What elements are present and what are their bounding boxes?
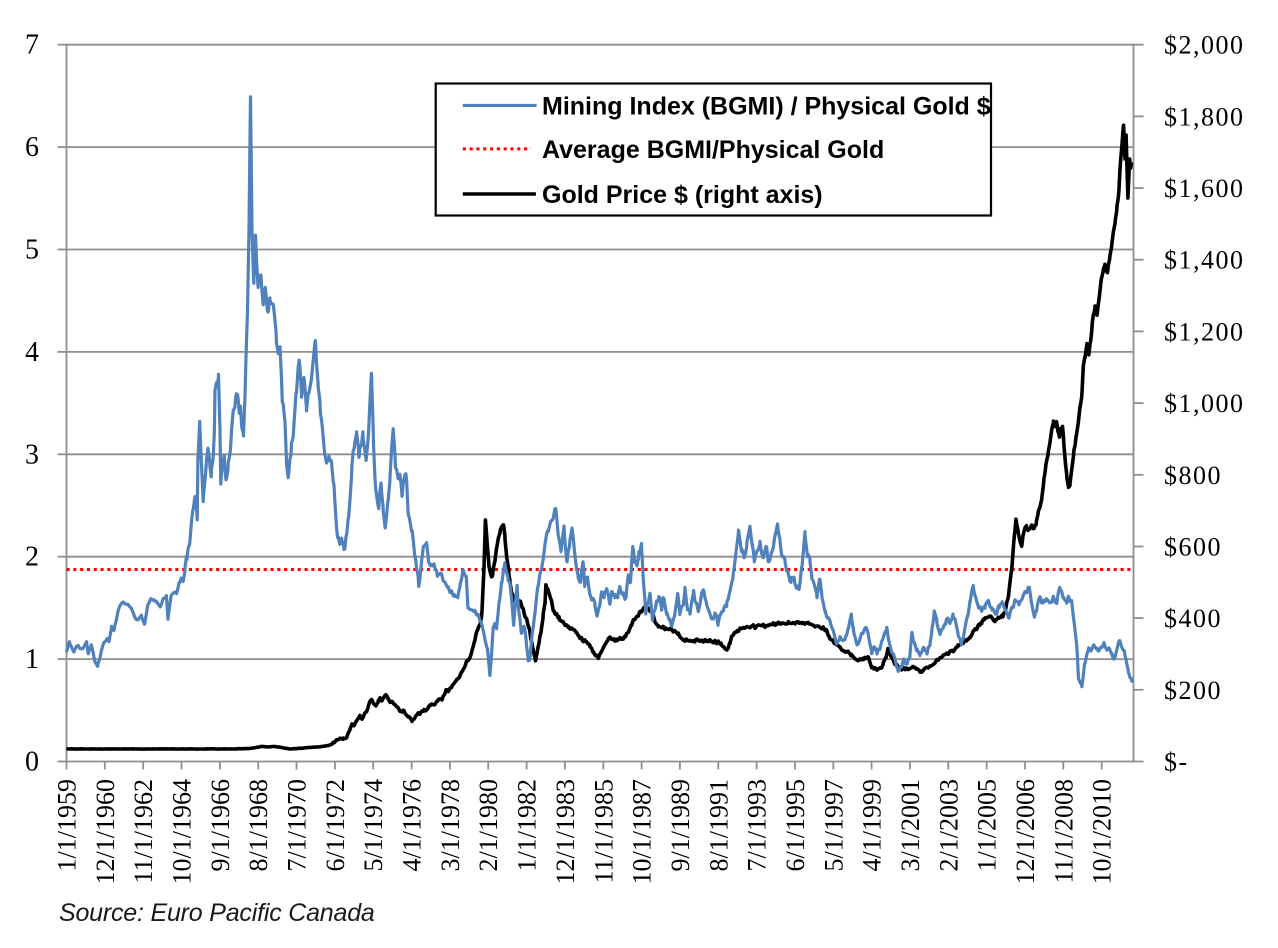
svg-text:3/1/1978: 3/1/1978 [436,779,465,871]
svg-text:Mining Index (BGMI) / Physical: Mining Index (BGMI) / Physical Gold $ [542,93,991,121]
svg-text:5/1/1997: 5/1/1997 [819,779,848,871]
svg-text:$1,800: $1,800 [1164,102,1245,131]
svg-text:3/1/2001: 3/1/2001 [896,779,925,871]
svg-text:5/1/1974: 5/1/1974 [359,779,388,871]
svg-text:7: 7 [25,30,39,61]
svg-text:4: 4 [25,337,39,368]
svg-text:11/1/1985: 11/1/1985 [589,779,618,883]
svg-text:$1,200: $1,200 [1164,317,1245,346]
svg-text:$200: $200 [1164,676,1222,705]
svg-text:0: 0 [25,747,39,778]
svg-text:4/1/1976: 4/1/1976 [398,779,427,871]
svg-text:10/1/2010: 10/1/2010 [1088,779,1117,884]
svg-text:Average BGMI/Physical Gold: Average BGMI/Physical Gold [542,136,884,164]
svg-text:2/1/2003: 2/1/2003 [934,779,963,871]
svg-text:10/1/1987: 10/1/1987 [628,779,657,884]
svg-text:$1,600: $1,600 [1164,174,1245,203]
svg-text:11/1/2008: 11/1/2008 [1049,779,1078,883]
svg-text:1: 1 [25,644,39,675]
svg-text:$1,000: $1,000 [1164,389,1245,418]
svg-text:11/1/1962: 11/1/1962 [129,779,158,883]
svg-text:$1,400: $1,400 [1164,246,1245,275]
svg-text:$-: $- [1164,748,1189,777]
svg-text:$400: $400 [1164,604,1222,633]
svg-text:6: 6 [25,132,39,163]
svg-text:12/1/1983: 12/1/1983 [551,779,580,884]
svg-text:1/1/1959: 1/1/1959 [53,779,82,871]
svg-text:Gold Price $ (right axis): Gold Price $ (right axis) [542,181,823,209]
svg-text:2/1/1980: 2/1/1980 [474,779,503,871]
svg-text:1/1/1982: 1/1/1982 [513,779,542,871]
svg-text:7/1/1970: 7/1/1970 [283,779,312,871]
svg-text:8/1/1991: 8/1/1991 [704,779,733,871]
svg-text:6/1/1972: 6/1/1972 [321,779,350,871]
svg-text:Source: Euro Pacific Canada: Source: Euro Pacific Canada [59,899,375,927]
svg-text:$800: $800 [1164,461,1222,490]
svg-text:4/1/1999: 4/1/1999 [858,779,887,871]
svg-text:12/1/1960: 12/1/1960 [91,779,120,884]
svg-text:6/1/1995: 6/1/1995 [781,779,810,871]
svg-text:5: 5 [25,235,39,266]
svg-text:12/1/2006: 12/1/2006 [1011,779,1040,884]
svg-text:8/1/1968: 8/1/1968 [244,779,273,871]
svg-text:7/1/1993: 7/1/1993 [743,779,772,871]
svg-text:$2,000: $2,000 [1164,31,1245,60]
svg-text:9/1/1989: 9/1/1989 [666,779,695,871]
svg-text:9/1/1966: 9/1/1966 [206,779,235,871]
svg-text:2: 2 [25,542,39,573]
svg-text:$600: $600 [1164,533,1222,562]
svg-text:10/1/1964: 10/1/1964 [168,779,197,884]
svg-text:3: 3 [25,439,39,470]
svg-text:1/1/2005: 1/1/2005 [973,779,1002,871]
